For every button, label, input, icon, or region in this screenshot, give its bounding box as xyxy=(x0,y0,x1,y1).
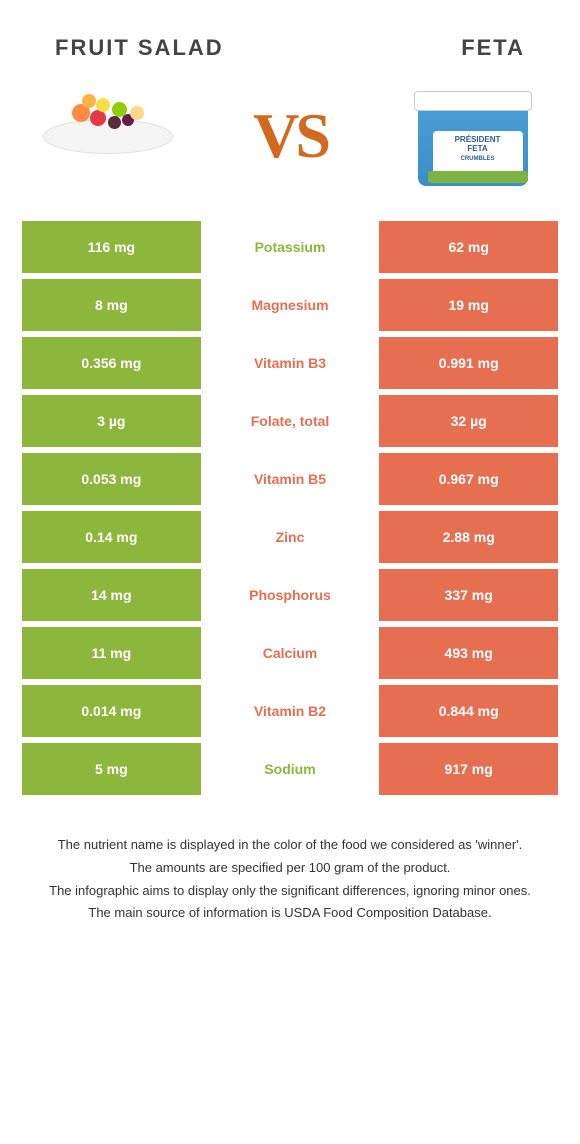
table-row: 0.014 mgVitamin B20.844 mg xyxy=(22,685,558,737)
value-left: 8 mg xyxy=(22,279,201,331)
table-row: 8 mgMagnesium19 mg xyxy=(22,279,558,331)
value-right: 2.88 mg xyxy=(379,511,558,563)
feta-image: PRÉSIDENTFETACRUMBLES xyxy=(395,81,550,191)
table-row: 3 µgFolate, total32 µg xyxy=(22,395,558,447)
value-left: 116 mg xyxy=(22,221,201,273)
footer-notes: The nutrient name is displayed in the co… xyxy=(30,835,550,924)
value-left: 14 mg xyxy=(22,569,201,621)
table-row: 14 mgPhosphorus337 mg xyxy=(22,569,558,621)
nutrient-name: Vitamin B3 xyxy=(201,337,380,389)
nutrient-name: Folate, total xyxy=(201,395,380,447)
nutrient-name: Zinc xyxy=(201,511,380,563)
value-right: 0.844 mg xyxy=(379,685,558,737)
value-right: 62 mg xyxy=(379,221,558,273)
table-row: 5 mgSodium917 mg xyxy=(22,743,558,795)
nutrient-name: Magnesium xyxy=(201,279,380,331)
nutrient-name: Phosphorus xyxy=(201,569,380,621)
fruit-salad-image xyxy=(30,81,185,191)
table-row: 11 mgCalcium493 mg xyxy=(22,627,558,679)
value-right: 337 mg xyxy=(379,569,558,621)
value-left: 3 µg xyxy=(22,395,201,447)
value-left: 0.014 mg xyxy=(22,685,201,737)
value-right: 0.991 mg xyxy=(379,337,558,389)
value-left: 0.14 mg xyxy=(22,511,201,563)
nutrient-name: Potassium xyxy=(201,221,380,273)
images-row: VS PRÉSIDENTFETACRUMBLES xyxy=(0,81,580,221)
value-right: 0.967 mg xyxy=(379,453,558,505)
table-row: 116 mgPotassium62 mg xyxy=(22,221,558,273)
footer-line-3: The infographic aims to display only the… xyxy=(30,881,550,902)
nutrient-name: Calcium xyxy=(201,627,380,679)
value-left: 5 mg xyxy=(22,743,201,795)
title-left: FRUIT SALAD xyxy=(55,35,224,61)
value-right: 19 mg xyxy=(379,279,558,331)
table-row: 0.356 mgVitamin B30.991 mg xyxy=(22,337,558,389)
comparison-table: 116 mgPotassium62 mg 8 mgMagnesium19 mg 0.… xyxy=(22,221,558,795)
nutrient-name: Vitamin B5 xyxy=(201,453,380,505)
footer-line-4: The main source of information is USDA F… xyxy=(30,903,550,924)
value-right: 917 mg xyxy=(379,743,558,795)
value-right: 493 mg xyxy=(379,627,558,679)
table-row: 0.053 mgVitamin B50.967 mg xyxy=(22,453,558,505)
nutrient-name: Vitamin B2 xyxy=(201,685,380,737)
value-left: 0.053 mg xyxy=(22,453,201,505)
value-left: 0.356 mg xyxy=(22,337,201,389)
footer-line-2: The amounts are specified per 100 gram o… xyxy=(30,858,550,879)
vs-label: VS xyxy=(253,104,327,168)
value-right: 32 µg xyxy=(379,395,558,447)
table-row: 0.14 mgZinc2.88 mg xyxy=(22,511,558,563)
nutrient-name: Sodium xyxy=(201,743,380,795)
header: FRUIT SALAD FETA xyxy=(0,0,580,81)
title-right: FETA xyxy=(461,35,525,61)
footer-line-1: The nutrient name is displayed in the co… xyxy=(30,835,550,856)
value-left: 11 mg xyxy=(22,627,201,679)
